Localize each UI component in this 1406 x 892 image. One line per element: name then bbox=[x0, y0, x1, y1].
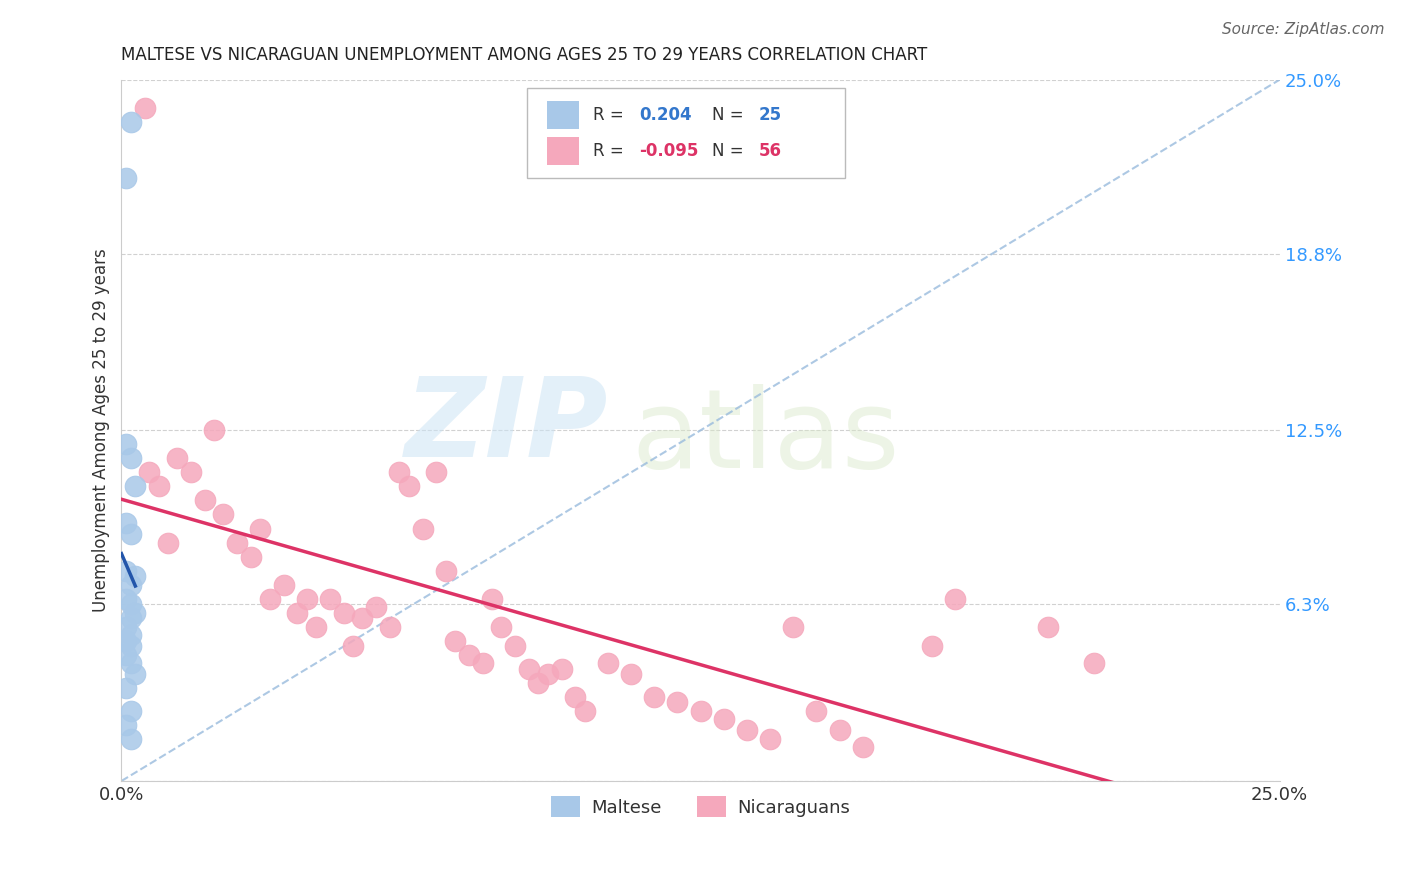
Point bbox=[503, 640, 526, 654]
Point bbox=[124, 479, 146, 493]
Text: 25: 25 bbox=[758, 106, 782, 124]
Point bbox=[342, 640, 364, 654]
Point bbox=[124, 667, 146, 681]
Point bbox=[138, 466, 160, 480]
Point bbox=[596, 656, 619, 670]
Point bbox=[574, 704, 596, 718]
Point bbox=[120, 114, 142, 128]
Point bbox=[1083, 656, 1105, 670]
FancyBboxPatch shape bbox=[527, 88, 845, 178]
Point bbox=[425, 466, 447, 480]
Point bbox=[564, 690, 586, 704]
Text: R =: R = bbox=[593, 142, 628, 161]
Point bbox=[491, 620, 513, 634]
Point bbox=[115, 633, 138, 648]
Text: Source: ZipAtlas.com: Source: ZipAtlas.com bbox=[1222, 22, 1385, 37]
Point bbox=[620, 667, 643, 681]
Point bbox=[202, 423, 225, 437]
Point bbox=[120, 611, 142, 625]
Point bbox=[943, 591, 966, 606]
Point bbox=[273, 577, 295, 591]
Point bbox=[444, 633, 467, 648]
Point bbox=[852, 740, 875, 755]
Point bbox=[120, 451, 142, 466]
Point bbox=[212, 508, 235, 522]
Point bbox=[527, 675, 550, 690]
Point bbox=[295, 591, 318, 606]
Point bbox=[166, 451, 188, 466]
Point bbox=[550, 662, 572, 676]
Point bbox=[120, 640, 142, 654]
Point bbox=[120, 527, 142, 541]
Text: 0.204: 0.204 bbox=[640, 106, 692, 124]
Point bbox=[124, 569, 146, 583]
Point bbox=[120, 704, 142, 718]
Point bbox=[713, 712, 735, 726]
Point bbox=[1036, 620, 1059, 634]
Point bbox=[115, 648, 138, 662]
Point bbox=[517, 662, 540, 676]
Y-axis label: Unemployment Among Ages 25 to 29 years: Unemployment Among Ages 25 to 29 years bbox=[93, 249, 110, 612]
Point bbox=[156, 535, 179, 549]
Point bbox=[378, 620, 401, 634]
Point bbox=[643, 690, 665, 704]
Point bbox=[120, 656, 142, 670]
Text: atlas: atlas bbox=[631, 384, 900, 491]
Text: R =: R = bbox=[593, 106, 628, 124]
Point bbox=[481, 591, 503, 606]
Text: ZIP: ZIP bbox=[405, 374, 607, 480]
Text: N =: N = bbox=[713, 142, 749, 161]
Point bbox=[115, 620, 138, 634]
Text: 56: 56 bbox=[758, 142, 782, 161]
Point bbox=[388, 466, 411, 480]
Point bbox=[259, 591, 281, 606]
Point bbox=[782, 620, 804, 634]
Point bbox=[115, 516, 138, 530]
FancyBboxPatch shape bbox=[547, 137, 579, 165]
Point bbox=[458, 648, 481, 662]
Point bbox=[115, 681, 138, 696]
Text: N =: N = bbox=[713, 106, 749, 124]
Point bbox=[180, 466, 202, 480]
Point bbox=[249, 522, 271, 536]
Point bbox=[666, 695, 689, 709]
Point bbox=[412, 522, 434, 536]
Point bbox=[120, 628, 142, 642]
Point bbox=[115, 564, 138, 578]
Point bbox=[124, 606, 146, 620]
Point bbox=[226, 535, 249, 549]
Point bbox=[806, 704, 828, 718]
Point bbox=[352, 611, 374, 625]
Point bbox=[134, 101, 156, 115]
Point bbox=[115, 591, 138, 606]
Point bbox=[120, 731, 142, 746]
Point bbox=[759, 731, 782, 746]
FancyBboxPatch shape bbox=[547, 101, 579, 128]
Point bbox=[120, 597, 142, 611]
Point bbox=[689, 704, 711, 718]
Point bbox=[333, 606, 356, 620]
Legend: Maltese, Nicaraguans: Maltese, Nicaraguans bbox=[544, 789, 858, 824]
Point bbox=[115, 718, 138, 732]
Point bbox=[148, 479, 170, 493]
Point bbox=[115, 170, 138, 185]
Point bbox=[735, 723, 758, 738]
Point bbox=[471, 656, 494, 670]
Point bbox=[434, 564, 457, 578]
Point bbox=[366, 600, 388, 615]
Text: MALTESE VS NICARAGUAN UNEMPLOYMENT AMONG AGES 25 TO 29 YEARS CORRELATION CHART: MALTESE VS NICARAGUAN UNEMPLOYMENT AMONG… bbox=[121, 46, 928, 64]
Point bbox=[921, 640, 943, 654]
Point bbox=[398, 479, 420, 493]
Point bbox=[537, 667, 560, 681]
Point bbox=[194, 493, 217, 508]
Point bbox=[319, 591, 342, 606]
Point bbox=[240, 549, 263, 564]
Point bbox=[287, 606, 309, 620]
Point bbox=[305, 620, 328, 634]
Point bbox=[115, 437, 138, 451]
Point bbox=[828, 723, 851, 738]
Text: -0.095: -0.095 bbox=[640, 142, 699, 161]
Point bbox=[120, 577, 142, 591]
